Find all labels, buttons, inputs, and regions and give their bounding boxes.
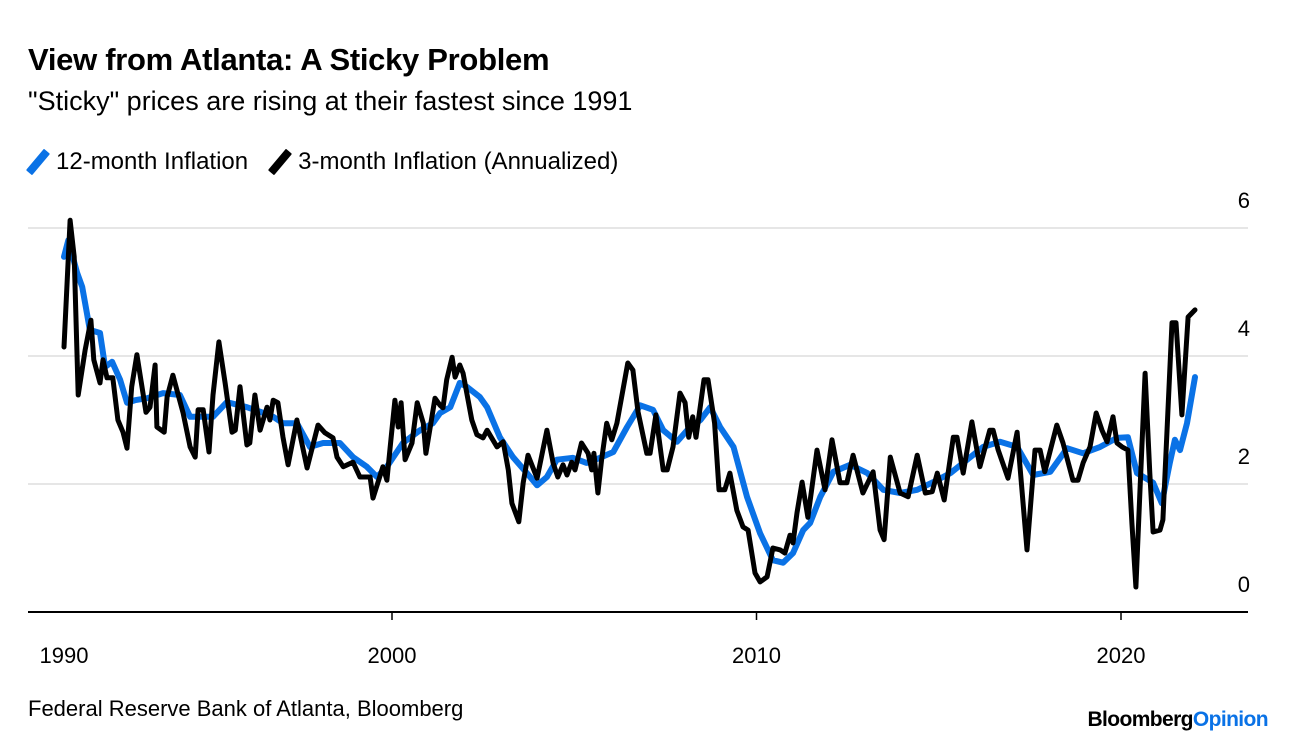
bloomberg-opinion-logo: BloombergOpinion	[1087, 708, 1268, 732]
legend-item-12-month: 12-month Inflation	[25, 148, 249, 176]
x-tick-label: 2020	[1097, 643, 1146, 668]
x-tick-label: 2000	[368, 643, 417, 668]
legend-label: 3-month Inflation (Annualized)	[298, 148, 619, 175]
logo-opinion: Opinion	[1192, 708, 1269, 731]
x-tick-label: 1990	[40, 643, 89, 668]
series-line-3-month	[61, 217, 1198, 590]
source-note: Federal Reserve Bank of Atlanta, Bloombe…	[28, 696, 464, 721]
y-tick-label: 4	[1238, 316, 1250, 341]
legend-label: 12-month Inflation	[56, 148, 249, 175]
chart-title: View from Atlanta: A Sticky Problem	[28, 42, 550, 77]
legend: 12-month Inflation 3-month Inflation (An…	[25, 148, 640, 176]
chart-subtitle: "Sticky" prices are rising at their fast…	[28, 86, 633, 116]
logo-bloomberg: Bloomberg	[1087, 708, 1193, 731]
x-tick-label: 2010	[732, 643, 781, 668]
y-tick-label: 0	[1238, 572, 1250, 597]
legend-item-3-month: 3-month Inflation (Annualized)	[268, 148, 619, 176]
y-tick-label: 6	[1238, 188, 1250, 213]
y-tick-label: 2	[1238, 444, 1250, 469]
